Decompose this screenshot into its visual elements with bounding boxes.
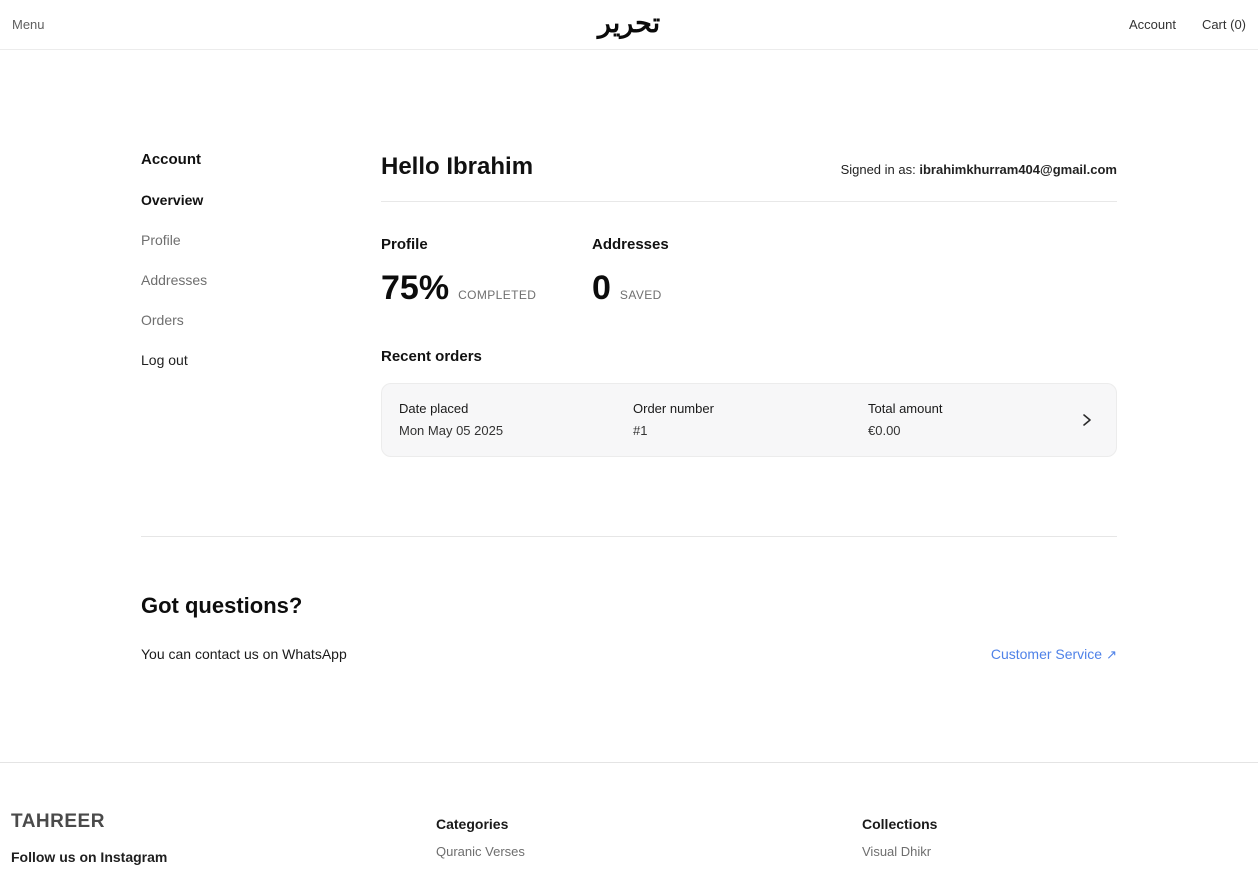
site-header: Menu تحرير Account Cart (0) (0, 0, 1258, 50)
footer-brand: TAHREER (11, 811, 105, 832)
account-stats: Profile 75% COMPLETED Addresses 0 SAVED (381, 236, 1117, 308)
profile-stat-suffix: COMPLETED (458, 288, 537, 302)
cart-link[interactable]: Cart (0) (1201, 17, 1246, 32)
footer-link-visual-dhikr[interactable]: Visual Dhikr (862, 844, 932, 859)
account-link[interactable]: Account (1128, 17, 1176, 32)
addresses-stat-suffix: SAVED (619, 288, 662, 302)
footer-collections-column: Collections Visual Dhikr Featured (862, 811, 1247, 870)
sidebar-item-logout[interactable]: Log out (141, 352, 188, 368)
order-date: Date placed Mon May 05 2025 (399, 401, 633, 439)
questions-title: Got questions? (141, 593, 303, 618)
footer-categories-column: Categories Quranic Verses Minimalist Ara… (436, 811, 862, 870)
customer-service-link[interactable]: Customer Service ↗ (991, 646, 1117, 663)
addresses-stat-label: Addresses (592, 236, 669, 253)
signed-in-prefix: Signed in as: (840, 162, 916, 177)
site-logo[interactable]: تحرير (597, 7, 661, 38)
order-number: Order number #1 (633, 401, 868, 439)
order-total: Total amount €0.00 (868, 401, 1080, 439)
sidebar-item-overview[interactable]: Overview (141, 192, 204, 208)
external-link-arrow-icon: ↗ (1106, 647, 1117, 662)
sidebar-item-orders[interactable]: Orders (141, 312, 184, 328)
section-divider (141, 536, 1117, 537)
order-total-label: Total amount (868, 401, 943, 416)
signed-in-status: Signed in as: ibrahimkhurram404@gmail.co… (841, 162, 1117, 177)
order-date-label: Date placed (399, 401, 469, 416)
footer-collections-title: Collections (862, 816, 938, 832)
footer-categories-title: Categories (436, 816, 509, 832)
recent-orders-title: Recent orders (381, 348, 482, 365)
chevron-right-icon (1080, 412, 1094, 428)
account-page: Account Overview Profile Addresses Order… (141, 50, 1117, 663)
order-total-value: €0.00 (868, 423, 901, 438)
signed-in-email: ibrahimkhurram404@gmail.com (919, 162, 1117, 177)
footer-brand-column: TAHREER Follow us on Instagram Track my … (11, 811, 436, 870)
profile-stat: Profile 75% COMPLETED (381, 236, 592, 308)
account-sidebar: Account Overview Profile Addresses Order… (141, 151, 381, 457)
profile-stat-label: Profile (381, 236, 428, 253)
order-row[interactable]: Date placed Mon May 05 2025 Order number… (381, 383, 1117, 457)
customer-service-label: Customer Service (990, 646, 1103, 662)
menu-button[interactable]: Menu (12, 17, 45, 32)
instagram-link[interactable]: Follow us on Instagram (11, 849, 168, 865)
header-actions: Account Cart (0) (1129, 17, 1246, 32)
account-main: Hello Ibrahim Signed in as: ibrahimkhurr… (381, 151, 1117, 457)
page-title: Hello Ibrahim (381, 153, 534, 180)
addresses-stat-value: 0 (592, 269, 611, 307)
questions-text: You can contact us on WhatsApp (141, 646, 347, 662)
sidebar-item-addresses[interactable]: Addresses (141, 272, 208, 288)
greeting-divider (381, 201, 1117, 202)
addresses-stat: Addresses 0 SAVED (592, 236, 669, 308)
profile-stat-value: 75% (381, 269, 450, 307)
order-date-value: Mon May 05 2025 (399, 423, 504, 438)
site-footer: TAHREER Follow us on Instagram Track my … (0, 762, 1258, 870)
order-number-label: Order number (633, 401, 714, 416)
order-number-value: #1 (633, 423, 648, 438)
sidebar-title: Account (141, 151, 201, 168)
footer-link-quranic-verses[interactable]: Quranic Verses (436, 844, 525, 859)
sidebar-item-profile[interactable]: Profile (141, 232, 181, 248)
